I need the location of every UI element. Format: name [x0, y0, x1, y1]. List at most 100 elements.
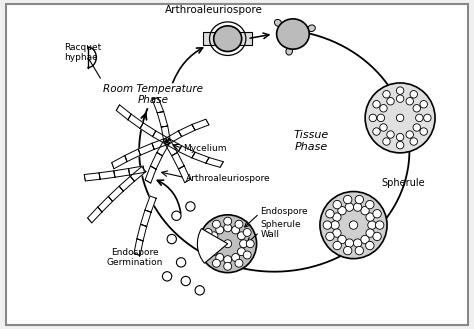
Circle shape [354, 203, 362, 211]
Text: Arthroaleuriospore: Arthroaleuriospore [165, 5, 263, 15]
Polygon shape [150, 152, 163, 169]
Circle shape [355, 246, 364, 255]
Circle shape [373, 210, 381, 218]
Polygon shape [153, 131, 169, 144]
Circle shape [195, 286, 204, 295]
Polygon shape [172, 152, 184, 169]
Circle shape [338, 207, 346, 215]
Circle shape [210, 232, 218, 240]
Circle shape [396, 87, 404, 94]
Polygon shape [134, 239, 143, 256]
Polygon shape [165, 131, 182, 144]
Circle shape [375, 221, 384, 229]
Circle shape [212, 220, 220, 228]
Circle shape [333, 241, 341, 250]
Circle shape [420, 101, 428, 108]
Polygon shape [157, 112, 168, 127]
Circle shape [232, 254, 239, 262]
Circle shape [320, 191, 387, 259]
Text: Racquet
hyphae: Racquet hyphae [64, 43, 102, 63]
Text: Endospore
Germination: Endospore Germination [106, 248, 163, 267]
Circle shape [204, 251, 212, 259]
Ellipse shape [277, 19, 309, 49]
Text: Spherule: Spherule [382, 178, 425, 188]
Circle shape [210, 248, 218, 256]
Polygon shape [138, 143, 154, 155]
Polygon shape [161, 126, 170, 142]
Circle shape [406, 97, 413, 105]
Text: Room Temperature
Phase: Room Temperature Phase [103, 84, 203, 105]
Polygon shape [192, 152, 209, 163]
Circle shape [216, 226, 224, 234]
Circle shape [186, 202, 195, 211]
Circle shape [333, 200, 341, 209]
Circle shape [365, 83, 435, 153]
Text: Endospore: Endospore [260, 207, 308, 215]
Circle shape [354, 239, 362, 247]
Polygon shape [165, 139, 182, 151]
Polygon shape [84, 173, 100, 181]
Circle shape [413, 105, 420, 112]
Circle shape [349, 221, 358, 229]
Polygon shape [137, 224, 146, 241]
Text: Tissue
Phase: Tissue Phase [294, 130, 329, 152]
Circle shape [396, 141, 404, 149]
Circle shape [366, 229, 374, 237]
Polygon shape [125, 149, 140, 162]
Circle shape [199, 215, 256, 273]
Circle shape [333, 229, 341, 237]
FancyBboxPatch shape [203, 32, 217, 45]
Polygon shape [128, 166, 145, 175]
Circle shape [387, 131, 394, 138]
Circle shape [365, 200, 374, 209]
Circle shape [420, 128, 428, 135]
Polygon shape [114, 168, 130, 177]
Ellipse shape [274, 19, 282, 26]
Circle shape [373, 232, 381, 240]
Circle shape [396, 114, 404, 122]
Circle shape [406, 131, 413, 138]
Text: Mycelium: Mycelium [183, 144, 227, 153]
Circle shape [331, 221, 339, 229]
Circle shape [208, 240, 216, 248]
Polygon shape [119, 176, 135, 191]
Polygon shape [192, 119, 209, 130]
Circle shape [373, 101, 380, 108]
Circle shape [232, 226, 239, 234]
Circle shape [355, 195, 364, 204]
FancyBboxPatch shape [239, 32, 252, 45]
Polygon shape [157, 139, 170, 156]
Circle shape [167, 234, 176, 244]
Circle shape [344, 246, 352, 255]
FancyBboxPatch shape [6, 4, 468, 325]
Circle shape [333, 213, 341, 221]
Circle shape [224, 256, 232, 264]
Polygon shape [112, 156, 127, 169]
Circle shape [224, 224, 232, 232]
Polygon shape [179, 166, 190, 183]
Wedge shape [197, 229, 228, 263]
Circle shape [224, 240, 232, 248]
Ellipse shape [308, 25, 315, 32]
Polygon shape [152, 98, 164, 113]
Circle shape [365, 241, 374, 250]
Polygon shape [140, 123, 156, 137]
Circle shape [396, 133, 404, 141]
Circle shape [176, 258, 186, 267]
Circle shape [323, 221, 331, 229]
Ellipse shape [214, 26, 242, 51]
Circle shape [373, 128, 380, 135]
Circle shape [410, 138, 418, 145]
Polygon shape [88, 207, 102, 223]
Circle shape [361, 207, 369, 215]
Polygon shape [152, 138, 168, 149]
Polygon shape [178, 146, 195, 158]
Polygon shape [128, 114, 143, 128]
Circle shape [163, 272, 172, 281]
Circle shape [224, 217, 232, 225]
Circle shape [235, 220, 243, 228]
Circle shape [387, 97, 394, 105]
Circle shape [377, 114, 384, 122]
Circle shape [368, 221, 376, 229]
Polygon shape [164, 139, 177, 156]
